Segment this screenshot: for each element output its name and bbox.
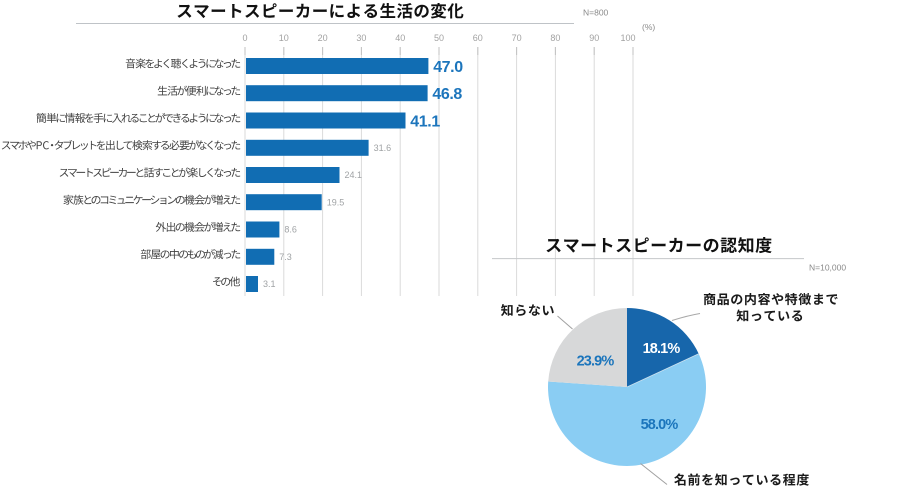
- svg-text:8.6: 8.6: [284, 225, 297, 235]
- svg-text:30: 30: [356, 33, 366, 43]
- svg-text:58.0%: 58.0%: [641, 417, 679, 433]
- svg-text:N=10,000: N=10,000: [809, 263, 846, 273]
- svg-text:47.0: 47.0: [433, 59, 463, 76]
- svg-text:18.1%: 18.1%: [643, 341, 681, 357]
- svg-text:0: 0: [242, 33, 247, 43]
- svg-text:23.9%: 23.9%: [577, 354, 615, 370]
- svg-text:19.5: 19.5: [327, 197, 345, 207]
- svg-text:90: 90: [589, 33, 599, 43]
- svg-text:20: 20: [318, 33, 328, 43]
- svg-text:70: 70: [512, 33, 522, 43]
- svg-text:60: 60: [473, 33, 483, 43]
- svg-text:50: 50: [434, 33, 444, 43]
- svg-text:3.1: 3.1: [263, 279, 276, 289]
- svg-text:46.8: 46.8: [432, 86, 462, 103]
- svg-text:100: 100: [620, 33, 635, 43]
- svg-text:N=800: N=800: [583, 8, 609, 18]
- svg-text:10: 10: [279, 33, 289, 43]
- svg-text:80: 80: [550, 33, 560, 43]
- svg-text:7.3: 7.3: [279, 252, 292, 262]
- svg-text:24.1: 24.1: [345, 170, 363, 180]
- svg-text:40: 40: [395, 33, 405, 43]
- svg-text:(%): (%): [642, 22, 655, 32]
- svg-text:31.6: 31.6: [374, 143, 392, 153]
- svg-text:41.1: 41.1: [410, 114, 440, 131]
